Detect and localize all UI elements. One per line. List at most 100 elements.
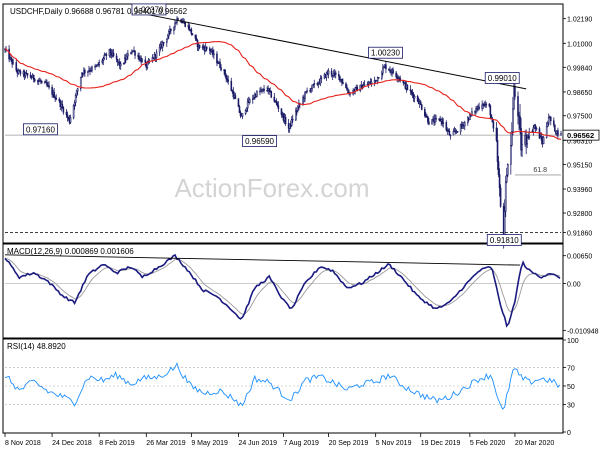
candle-body — [124, 57, 126, 64]
price-axis-label: 1.02190 — [567, 17, 592, 24]
candle-body — [76, 88, 79, 92]
candle-body — [284, 117, 287, 124]
candle-body — [503, 211, 506, 238]
candle-body — [41, 81, 43, 83]
level-marker-label: 1.00230 — [371, 49, 400, 58]
candle-body — [244, 110, 247, 114]
candle-body — [165, 38, 168, 43]
candle-body — [15, 62, 18, 71]
candle-body — [75, 90, 78, 96]
candle-body — [449, 134, 452, 137]
candle-body — [427, 116, 429, 123]
candle-body — [475, 108, 477, 113]
candle-body — [302, 97, 304, 104]
candle-body — [248, 99, 251, 103]
candle-body — [467, 117, 469, 123]
price-layer: 61.8 1.02370 0.97160 0.96590 1.00230 0.99010 0… — [4, 3, 562, 249]
candle-body — [266, 89, 268, 92]
candle-body — [220, 67, 222, 71]
candle-body — [416, 96, 419, 102]
candle-body — [126, 55, 128, 60]
candle-body — [263, 88, 265, 91]
candle-body — [158, 46, 161, 53]
candle-body — [55, 97, 57, 100]
candle-body — [174, 22, 176, 28]
candle-body — [231, 90, 234, 92]
candle-body — [481, 104, 483, 109]
candle-body — [478, 106, 480, 109]
candle-body — [224, 69, 226, 76]
candle-body — [98, 62, 101, 66]
price-axis-label: 0.92800 — [567, 211, 592, 218]
x-axis-label: 20 Mar 2020 — [515, 440, 554, 447]
candle-body — [239, 112, 242, 116]
candle-body — [175, 21, 177, 24]
candle-body — [542, 137, 545, 145]
candle-body — [431, 119, 433, 125]
candle-body — [213, 53, 215, 56]
candle-body — [376, 77, 379, 82]
candle-body — [260, 90, 262, 92]
level-marker: 1.00230 — [368, 46, 403, 59]
candle-body — [115, 55, 118, 60]
candle-body — [246, 100, 249, 109]
candle-body — [498, 174, 501, 189]
price-axis-label: 0.96310 — [567, 138, 592, 145]
candle-body — [234, 95, 237, 100]
candle-body — [195, 38, 198, 41]
candle-body — [65, 111, 68, 115]
candle-body — [419, 101, 422, 106]
candle-body — [226, 78, 228, 81]
candle-body — [527, 136, 530, 139]
rsi-axis-label: 50 — [567, 384, 575, 391]
candle-body — [141, 59, 144, 63]
candle-body — [463, 122, 466, 127]
candle-body — [167, 35, 169, 40]
candle-body — [191, 33, 194, 36]
price-axis-label: 0.95150 — [567, 162, 592, 169]
candle-body — [270, 90, 273, 98]
candle-body — [87, 70, 89, 73]
candle-body — [294, 110, 297, 121]
resistance-trendline — [146, 13, 527, 90]
candle-body — [535, 127, 538, 130]
candle-body — [445, 122, 448, 131]
x-axis-label: 26 Mar 2019 — [146, 440, 185, 447]
level-marker: 0.99010 — [484, 72, 520, 84]
candle-body — [273, 96, 276, 102]
candle-body — [320, 77, 323, 80]
candle-body — [12, 62, 14, 65]
candle-body — [346, 87, 348, 91]
candle-body — [237, 98, 240, 107]
candle-body — [95, 65, 97, 68]
macd-signal-line — [4, 257, 561, 315]
x-axis-label: 9 May 2019 — [191, 440, 228, 447]
candle-body — [504, 181, 507, 212]
candle-body — [448, 130, 451, 136]
candle-body — [205, 46, 208, 50]
level-marker-box — [484, 72, 520, 84]
rsi-axis-label: 100 — [567, 338, 579, 345]
candle-body — [341, 78, 343, 83]
candle-body — [288, 123, 291, 129]
candle-body — [62, 107, 65, 113]
candle-body — [53, 91, 55, 98]
candle-body — [456, 131, 459, 133]
candle-body — [428, 121, 430, 125]
candle-body — [547, 117, 550, 124]
candle-body — [332, 73, 335, 76]
candle-body — [425, 115, 427, 117]
level-marker: 1.02370 — [131, 3, 167, 16]
candle-body — [363, 84, 366, 86]
price-panel-frame — [2, 3, 564, 244]
price-axis-label: 0.99840 — [567, 65, 592, 72]
candle-body — [137, 55, 139, 57]
candle-body — [512, 108, 514, 132]
candle-body — [511, 131, 513, 146]
rsi-layer — [4, 362, 561, 410]
candle-body — [11, 59, 13, 65]
candle-body — [91, 66, 93, 71]
candle-body — [66, 114, 69, 118]
candle-body — [45, 81, 47, 83]
